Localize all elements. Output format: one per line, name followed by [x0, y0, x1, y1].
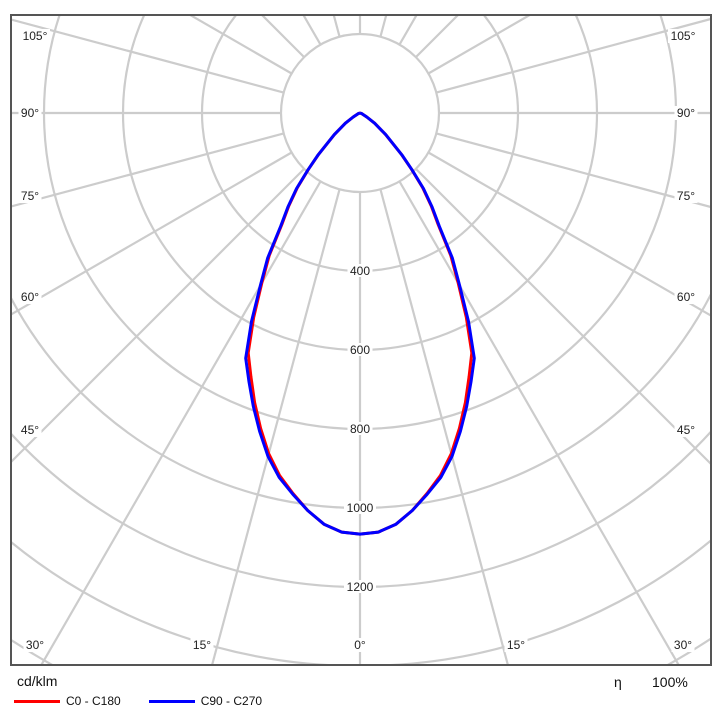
legend-item-c0-c180: C0 - C180: [14, 694, 121, 708]
legend-label: C90 - C270: [200, 694, 263, 708]
unit-label: cd/klm: [17, 673, 58, 689]
spoke-line: [436, 132, 711, 209]
angle-label: 45°: [21, 423, 39, 437]
angle-label: 60°: [21, 290, 39, 304]
angle-labels: 105° 90° 75° 60° 45° 30° 15° 0° 15° 30° 45° 60° 75° 9…: [18, 29, 698, 652]
spoke-line: [210, 189, 341, 665]
ring-200: [279, 32, 441, 194]
spoke-line: [398, 180, 680, 665]
spoke-line: [11, 168, 305, 464]
radial-tick-labels: 400 600 800 1000 1200: [344, 264, 376, 594]
angle-label: 45°: [677, 423, 695, 437]
radial-label-600: 600: [350, 343, 370, 357]
spoke-line: [415, 168, 711, 466]
radial-label-1200: 1200: [347, 580, 374, 594]
angle-label: 15°: [507, 638, 525, 652]
spoke-line: [427, 151, 711, 317]
angle-label: 90°: [677, 106, 695, 120]
angle-label: 0°: [354, 638, 366, 652]
efficiency-symbol: η: [614, 674, 622, 690]
angle-label: 105°: [671, 29, 696, 43]
radial-label-1000: 1000: [347, 501, 374, 515]
angle-label: 30°: [674, 638, 692, 652]
radial-label-800: 800: [350, 422, 370, 436]
angle-label: 60°: [677, 290, 695, 304]
angle-label: 105°: [23, 29, 48, 43]
efficiency-value: 100%: [652, 674, 688, 690]
spoke-line: [11, 151, 293, 316]
angle-label: 75°: [21, 189, 39, 203]
angle-label: 90°: [21, 106, 39, 120]
intensity-curves: [244, 111, 476, 536]
spoke-line: [379, 189, 510, 665]
radial-label-400: 400: [350, 264, 370, 278]
curve-c90-c270: [244, 111, 476, 536]
legend-label: C0 - C180: [66, 694, 121, 708]
spoke-line: [11, 132, 284, 208]
legend-swatch-blue: [148, 699, 195, 703]
angle-label: 15°: [193, 638, 211, 652]
spoke-line: [40, 180, 322, 665]
legend: C0 - C180 C90 - C270: [14, 694, 290, 708]
legend-swatch-red: [14, 699, 60, 703]
plot-frame: [10, 14, 712, 666]
spoke-line: [11, 18, 284, 94]
spoke-line: [436, 17, 711, 94]
angle-label: 75°: [677, 189, 695, 203]
angle-label: 30°: [26, 638, 44, 652]
legend-item-c90-c270: C90 - C270: [148, 694, 263, 708]
